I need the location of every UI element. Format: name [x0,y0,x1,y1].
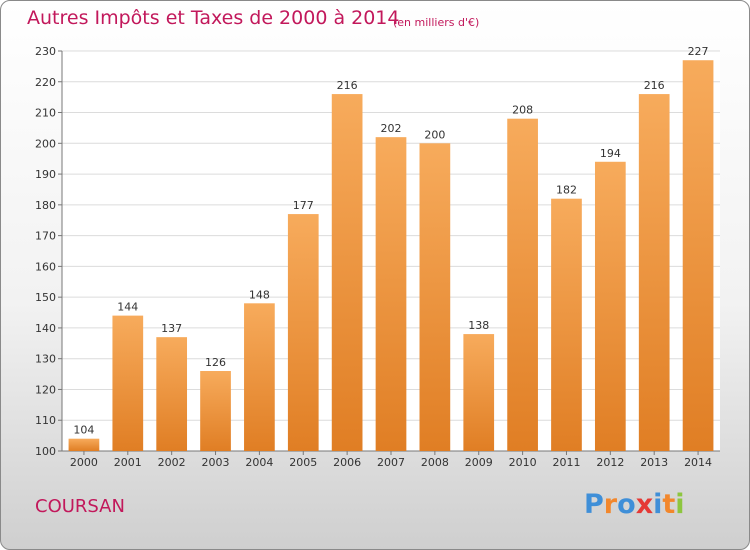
y-tick-label: 110 [35,414,56,427]
bar-value-label: 216 [644,79,665,92]
x-tick-label: 2005 [289,456,317,469]
bar [507,118,538,451]
chart-subtitle: (en milliers d'€) [393,16,480,29]
y-tick-label: 170 [35,230,56,243]
logo-letter: r [603,489,618,520]
bar [68,438,100,451]
y-tick-label: 220 [35,76,56,89]
bar [463,334,495,451]
logo-letter: x [635,489,654,520]
x-tick-label: 2006 [333,456,361,469]
bar-value-label: 104 [73,424,94,437]
x-tick-label: 2014 [684,456,712,469]
y-tick-label: 140 [35,322,56,335]
x-tick-label: 2004 [245,456,273,469]
logo-letter: i [653,489,663,520]
x-tick-label: 2013 [640,456,668,469]
proxiti-logo: Proxiti [584,489,685,520]
x-tick-label: 2009 [465,456,493,469]
x-tick-label: 2012 [596,456,624,469]
y-tick-label: 120 [35,383,56,396]
bar-value-label: 227 [688,45,709,58]
bar-value-label: 194 [600,147,621,160]
bar [244,303,275,451]
bar-value-label: 200 [424,128,445,141]
x-tick-label: 2011 [552,456,580,469]
bar [594,161,626,451]
y-tick-label: 190 [35,168,56,181]
bar-value-label: 177 [293,199,314,212]
bar-value-label: 208 [512,104,533,117]
y-tick-label: 180 [35,199,56,212]
place-name: COURSAN [35,496,125,517]
y-tick-label: 100 [35,445,56,458]
x-tick-label: 2001 [114,456,142,469]
bar-value-label: 137 [161,322,182,335]
bar [287,214,319,451]
bar-value-label: 202 [381,122,402,135]
bar-value-label: 138 [468,319,489,332]
logo-letter: o [617,489,636,520]
x-tick-label: 2003 [202,456,230,469]
bar-value-label: 182 [556,184,577,197]
y-tick-label: 150 [35,291,56,304]
bar-value-label: 144 [117,301,138,314]
bar [156,337,188,451]
logo-letter: i [675,489,685,520]
bar-value-label: 126 [205,356,226,369]
bar [638,94,670,452]
x-tick-label: 2000 [70,456,98,469]
logo-letter: t [662,489,676,520]
bar-value-label: 216 [337,79,358,92]
y-tick-label: 230 [35,45,56,58]
bar [200,371,231,451]
bar [419,143,451,452]
x-tick-label: 2008 [421,456,449,469]
x-tick-label: 2007 [377,456,405,469]
bar-value-label: 148 [249,288,270,301]
bar [551,198,582,451]
y-tick-label: 130 [35,353,56,366]
logo-letter: P [584,489,604,520]
bar [682,60,714,451]
chart-title: Autres Impôts et Taxes de 2000 à 2014 [27,7,400,29]
bar [375,137,407,451]
x-tick-label: 2010 [509,456,537,469]
y-tick-label: 160 [35,260,56,273]
bar [331,94,363,452]
x-tick-label: 2002 [158,456,186,469]
bar [112,315,144,451]
y-tick-label: 200 [35,137,56,150]
y-tick-label: 210 [35,107,56,120]
